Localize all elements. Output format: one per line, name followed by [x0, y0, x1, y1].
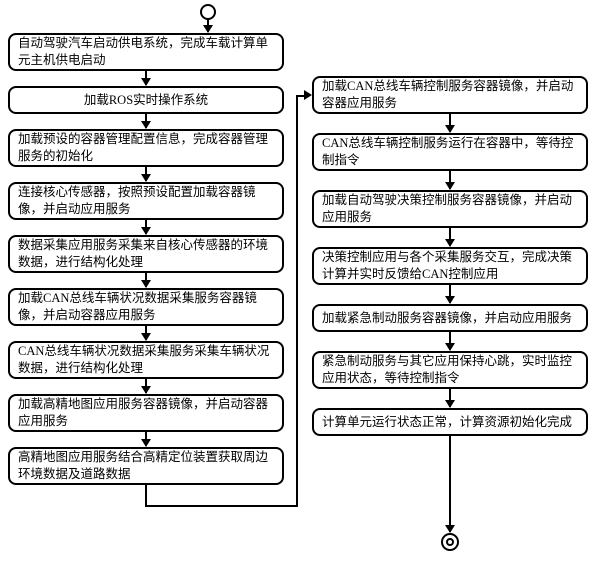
node-r3: 决策控制应用与各个采集服务交互，完成决策计算并实时反馈给CAN控制应用: [312, 247, 588, 285]
arrow-l2: [145, 167, 147, 181]
node-text: 加载自动驾驶决策控制服务容器镜像，并启动应用服务: [322, 192, 578, 226]
arrow-start: [207, 20, 209, 32]
node-text: 加载CAN总线车辆控制服务容器镜像，并启动容器应用服务: [322, 78, 578, 112]
arrow-l6: [145, 379, 147, 393]
node-r1: CAN总线车辆控制服务运行在容器中，等待控制指令: [312, 133, 588, 171]
arrow-r5: [449, 389, 451, 407]
node-text: 连接核心传感器，按照预设配置加载容器镜像，并启动应用服务: [18, 184, 274, 218]
node-l7: 加载高精地图应用服务容器镜像，并启动容器应用服务: [8, 394, 284, 432]
node-text: 加载紧急制动服务容器镜像，并启动应用服务: [322, 310, 578, 327]
connector-up-mid: [296, 95, 298, 507]
node-text: 数据采集应用服务采集来自核心传感器的环境数据，进行结构化处理: [18, 237, 274, 271]
arrowhead-to-right: [304, 90, 312, 100]
end-node: [441, 533, 459, 551]
node-l0: 自动驾驶汽车启动供电系统，完成车载计算单元主机供电启动: [8, 33, 284, 71]
arrow-r0: [449, 114, 451, 132]
node-l1: 加载ROS实时操作系统: [8, 86, 284, 114]
start-node: [200, 4, 216, 20]
node-l3: 连接核心传感器，按照预设配置加载容器镜像，并启动应用服务: [8, 182, 284, 220]
node-text: 加载ROS实时操作系统: [18, 92, 274, 109]
node-r4: 加载紧急制动服务容器镜像，并启动应用服务: [312, 304, 588, 332]
arrow-r3: [449, 285, 451, 303]
node-l5: 加载CAN总线车辆状况数据采集服务容器镜像，并启动容器应用服务: [8, 288, 284, 326]
node-text: 加载高精地图应用服务容器镜像，并启动容器应用服务: [18, 396, 274, 430]
arrow-r2: [449, 228, 451, 246]
node-r2: 加载自动驾驶决策控制服务容器镜像，并启动应用服务: [312, 190, 588, 228]
node-text: 加载预设的容器管理配置信息，完成容器管理服务的初始化: [18, 131, 274, 165]
node-text: 加载CAN总线车辆状况数据采集服务容器镜像，并启动容器应用服务: [18, 290, 274, 324]
node-l6: CAN总线车辆状况数据采集服务采集车辆状况数据，进行结构化处理: [8, 341, 284, 379]
node-text: CAN总线车辆状况数据采集服务采集车辆状况数据，进行结构化处理: [18, 343, 274, 377]
node-l8: 高精地图应用服务结合高精定位装置获取周边环境数据及道路数据: [8, 447, 284, 485]
arrow-l1: [145, 114, 147, 128]
flowchart-container: 自动驾驶汽车启动供电系统，完成车载计算单元主机供电启动 加载ROS实时操作系统 …: [0, 0, 606, 568]
connector-down-left: [145, 485, 147, 505]
node-l4: 数据采集应用服务采集来自核心传感器的环境数据，进行结构化处理: [8, 235, 284, 273]
node-l2: 加载预设的容器管理配置信息，完成容器管理服务的初始化: [8, 129, 284, 167]
node-r0: 加载CAN总线车辆控制服务容器镜像，并启动容器应用服务: [312, 76, 588, 114]
node-text: 计算单元运行状态正常，计算资源初始化完成: [322, 414, 578, 431]
connector-bottom: [145, 505, 298, 507]
arrow-l7: [145, 432, 147, 446]
node-text: 紧急制动服务与其它应用保持心跳，实时监控应用状态，等待控制指令: [322, 353, 578, 387]
node-text: 高精地图应用服务结合高精定位装置获取周边环境数据及道路数据: [18, 449, 274, 483]
arrow-r6: [449, 436, 451, 532]
node-text: 决策控制应用与各个采集服务交互，完成决策计算并实时反馈给CAN控制应用: [322, 249, 578, 283]
arrow-l5: [145, 326, 147, 340]
arrow-l3: [145, 220, 147, 234]
node-r5: 紧急制动服务与其它应用保持心跳，实时监控应用状态，等待控制指令: [312, 351, 588, 389]
arrow-l0: [145, 71, 147, 85]
arrow-r1: [449, 171, 451, 189]
node-text: 自动驾驶汽车启动供电系统，完成车载计算单元主机供电启动: [18, 35, 274, 69]
arrow-l4: [145, 273, 147, 287]
node-text: CAN总线车辆控制服务运行在容器中，等待控制指令: [322, 135, 578, 169]
arrow-r4: [449, 332, 451, 350]
node-r6: 计算单元运行状态正常，计算资源初始化完成: [312, 408, 588, 436]
